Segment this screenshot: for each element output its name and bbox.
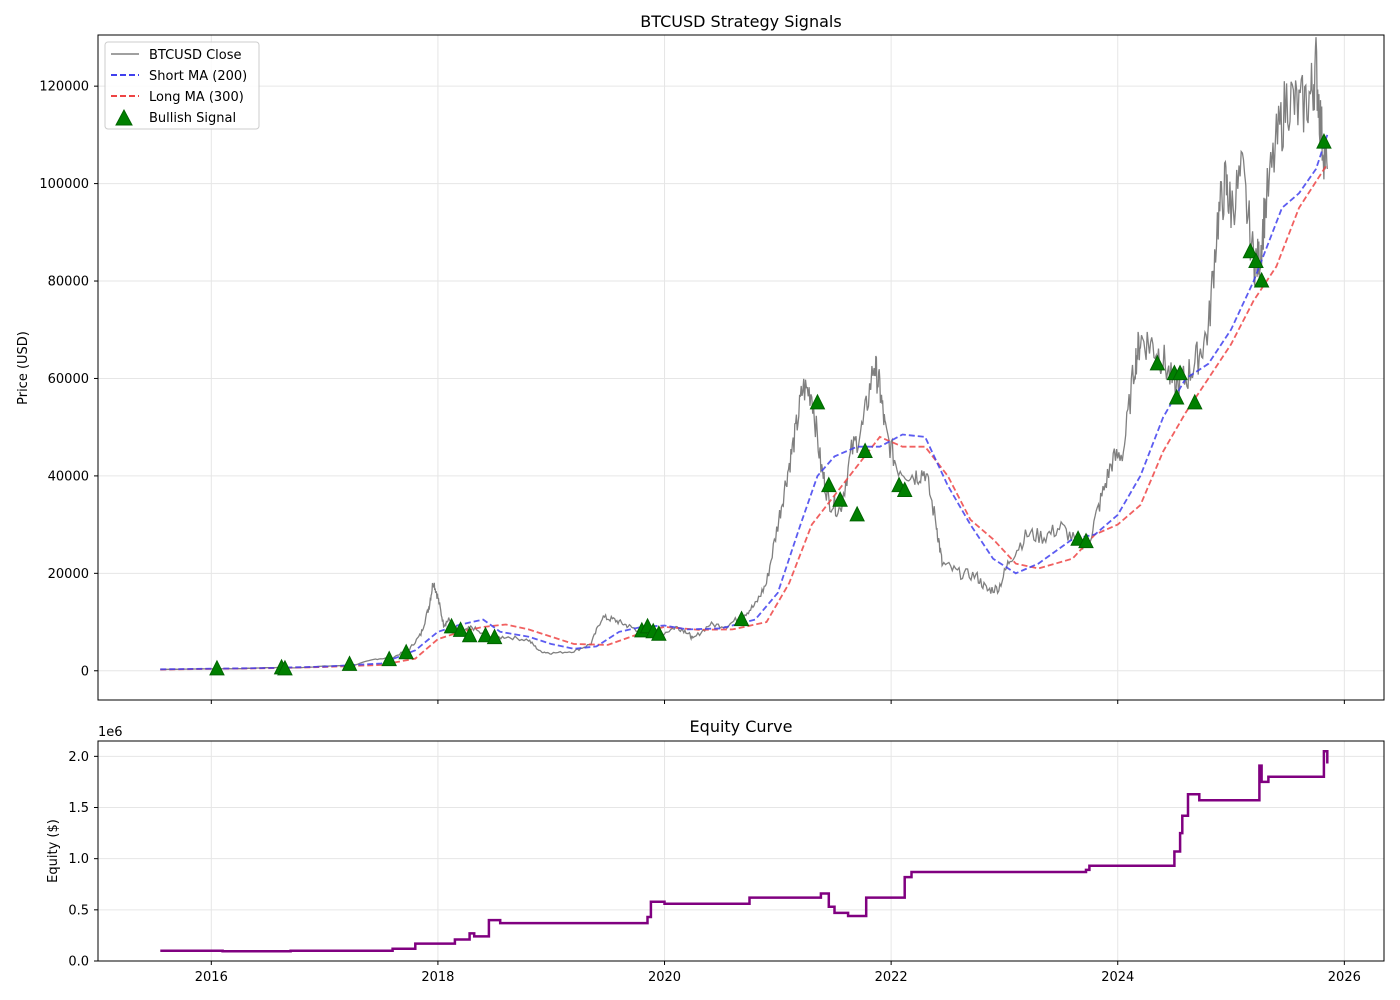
- bullish-signal-marker: [209, 659, 225, 676]
- bullish-signal-marker: [1078, 532, 1094, 549]
- price-chart-x-ticks: [210, 700, 1345, 704]
- price-chart-y-ticks: 0 20000 40000 60000 80000 100000 120000: [39, 80, 98, 679]
- bullish-signal-marker: [821, 476, 837, 493]
- bullish-signal-marker: [341, 655, 358, 671]
- equity-chart-x-ticks: 2016 2018 2020 2022 2024 2026: [195, 961, 1361, 985]
- equity-chart-y-tick-label: 0.0: [68, 955, 89, 970]
- bullish-signal-marker: [443, 617, 460, 634]
- price-chart-y-tick-label: 120000: [39, 80, 89, 95]
- bullish-signal-marker: [461, 626, 478, 643]
- bullish-signal-marker: [1172, 364, 1188, 381]
- bullish-signal-marker: [733, 610, 750, 627]
- bullish-signal-marker: [452, 621, 469, 637]
- bullish-signal-marker: [1253, 271, 1270, 288]
- legend-long-ma-label: Long MA (300): [149, 90, 244, 105]
- equity-chart-y-tick-label: 1.0: [68, 852, 89, 867]
- price-chart-y-tick-label: 40000: [48, 469, 89, 484]
- legend-short-ma-label: Short MA (200): [149, 69, 247, 84]
- price-chart-y-tick-label: 0: [81, 664, 89, 679]
- bullish-signal-marker: [486, 628, 503, 645]
- legend-box: [104, 41, 260, 130]
- price-chart: BTCUSD Strategy Signals Price (USD) 0 200…: [16, 12, 1385, 704]
- equity-chart-x-tick-label: 2020: [648, 970, 681, 985]
- equity-chart-x-tick-label: 2024: [1101, 970, 1134, 985]
- bullish-signal-marker: [1168, 388, 1185, 405]
- price-chart-legend: BTCUSD Close Short MA (200) Long MA (300…: [104, 41, 260, 130]
- bullish-signal-marker: [832, 491, 848, 507]
- equity-chart-y-ticks: 0.0 0.5 1.0 1.5 2.0: [68, 750, 98, 970]
- equity-chart-y-axis-label: Equity ($): [46, 819, 61, 883]
- bullish-signal-marker: [849, 505, 865, 522]
- price-chart-frame: [97, 34, 1385, 701]
- bullish-signal-marker: [809, 393, 826, 410]
- bullish-signal-marker: [381, 650, 398, 667]
- legend-signal-marker: [115, 108, 133, 126]
- bullish-signal-marker: [1242, 242, 1259, 259]
- equity-chart-frame: [97, 740, 1385, 962]
- bullish-signal-marker: [1186, 393, 1203, 410]
- equity-chart-series: [160, 749, 1329, 953]
- price-chart-y-tick-label: 20000: [48, 567, 89, 582]
- equity-chart-y-tick-label: 0.5: [68, 903, 89, 918]
- equity-chart-y-tick-label: 2.0: [68, 750, 89, 765]
- price-chart-y-axis-label: Price (USD): [16, 331, 31, 405]
- price-chart-y-tick-label: 60000: [48, 372, 89, 387]
- legend-signal-label: Bullish Signal: [149, 111, 236, 126]
- equity-chart-title: Equity Curve: [690, 717, 793, 736]
- equity-chart-y-tick-label: 1.5: [68, 801, 89, 816]
- price-chart-grid: [98, 35, 1384, 700]
- bullish-signal-marker: [857, 442, 873, 459]
- bullish-signal-marker: [398, 643, 414, 660]
- bullish-signal-marker: [477, 626, 494, 643]
- equity-chart-offset-label: 1e6: [98, 725, 123, 740]
- price-chart-y-tick-label: 100000: [39, 177, 89, 192]
- bullish-signal-marker: [1248, 252, 1264, 269]
- equity-chart-x-tick-label: 2016: [195, 970, 228, 985]
- price-chart-signals: [209, 133, 1332, 676]
- equity-chart-x-tick-label: 2026: [1328, 970, 1361, 985]
- bullish-signal-marker: [896, 481, 913, 498]
- equity-chart: Equity Curve 1e6 Equity ($) 0.0 0.5 1.0 1.5…: [46, 717, 1385, 985]
- equity-chart-x-tick-label: 2022: [875, 970, 908, 985]
- bullish-signal-marker: [651, 625, 667, 641]
- legend-close-label: BTCUSD Close: [149, 48, 242, 63]
- price-chart-y-tick-label: 80000: [48, 275, 89, 290]
- series-equity-curve: [160, 749, 1329, 953]
- price-chart-title: BTCUSD Strategy Signals: [640, 12, 841, 31]
- bullish-signal-marker: [1316, 133, 1332, 149]
- bullish-signal-marker: [1149, 354, 1166, 371]
- equity-chart-x-tick-label: 2018: [421, 970, 454, 985]
- bullish-signal-marker: [277, 659, 293, 676]
